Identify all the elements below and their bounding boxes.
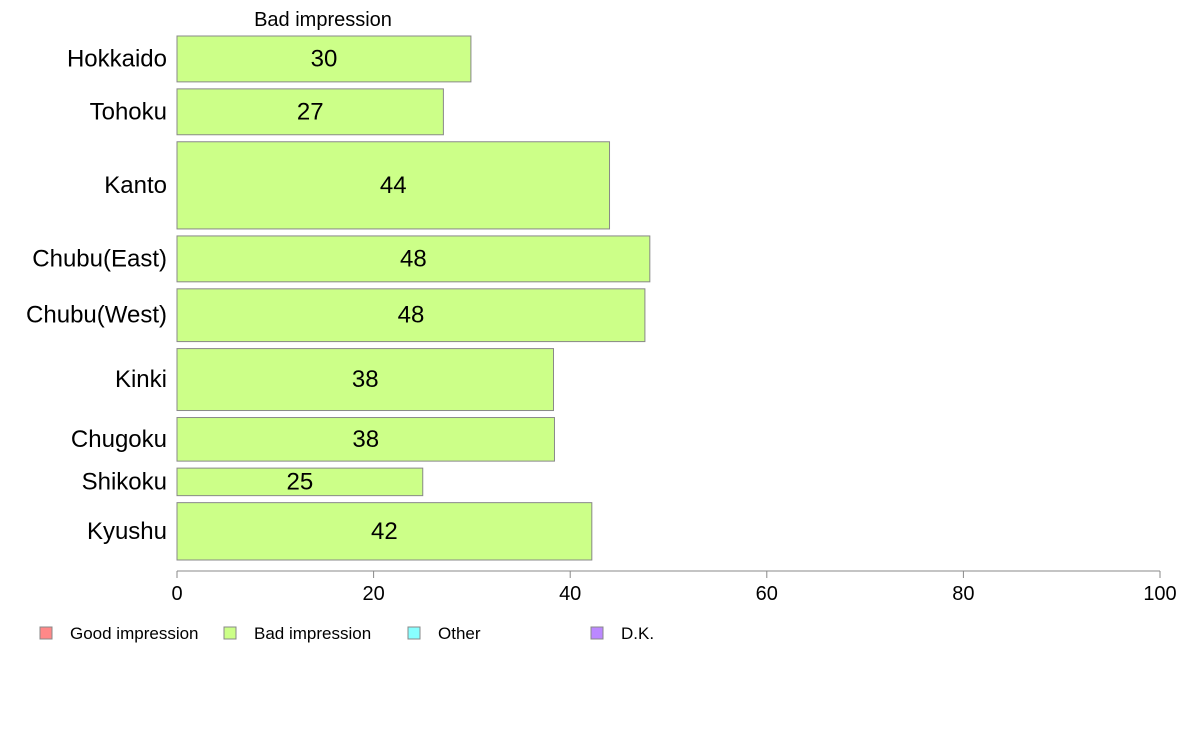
bar-chubu-east- <box>176 235 651 283</box>
bar-value-label: 30 <box>311 45 338 72</box>
legend-swatch <box>223 626 237 640</box>
category-label: Chubu(West) <box>26 302 167 329</box>
category-label: Chubu(East) <box>32 245 167 272</box>
bar-shikoku <box>176 467 424 497</box>
bar-value-label: 48 <box>400 245 427 272</box>
bar-value-label: 44 <box>380 172 407 199</box>
bar-value-label: 27 <box>297 98 324 125</box>
bars-group: Hokkaido 30 Tohoku 27 Kanto 44 Chubu(East) 48 Ch… <box>26 35 651 561</box>
legend: Good impression Bad impression Other D.K. <box>39 624 654 643</box>
category-label: Chugoku <box>71 426 167 453</box>
x-tick-label: 20 <box>362 583 384 605</box>
category-label: Shikoku <box>82 468 167 495</box>
x-tick-label: 100 <box>1143 583 1176 605</box>
x-axis: 0 20 40 60 80 100 <box>171 570 1177 605</box>
bar-kanto <box>176 141 611 230</box>
x-tick-label: 80 <box>952 583 974 605</box>
bar-value-label: 25 <box>287 468 314 495</box>
legend-swatch <box>39 626 53 640</box>
bar-value-label: 48 <box>398 302 425 329</box>
legend-label: Good impression <box>70 624 199 643</box>
bar-chugoku <box>176 417 555 462</box>
category-label: Tohoku <box>90 98 167 125</box>
x-tick-label: 40 <box>559 583 581 605</box>
category-label: Kanto <box>104 172 167 199</box>
legend-swatch <box>407 626 421 640</box>
bar-tohoku <box>176 88 444 136</box>
category-label: Kinki <box>115 366 167 393</box>
category-label: Hokkaido <box>67 45 167 72</box>
legend-label: Bad impression <box>254 624 371 643</box>
bar-kinki <box>176 348 554 412</box>
legend-swatch <box>590 626 604 640</box>
category-label: Kyushu <box>87 518 167 545</box>
legend-label: D.K. <box>621 624 654 643</box>
bar-value-label: 42 <box>371 518 398 545</box>
bar-value-label: 38 <box>352 366 379 393</box>
bar-kyushu <box>176 502 593 561</box>
bar-chubu-west- <box>176 288 646 343</box>
legend-label: Other <box>438 624 481 643</box>
x-tick-label: 0 <box>171 583 182 605</box>
bar-hokkaido <box>176 35 472 83</box>
panel-title: Bad impression <box>254 9 392 31</box>
x-tick-label: 60 <box>756 583 778 605</box>
bar-value-label: 38 <box>352 426 379 453</box>
